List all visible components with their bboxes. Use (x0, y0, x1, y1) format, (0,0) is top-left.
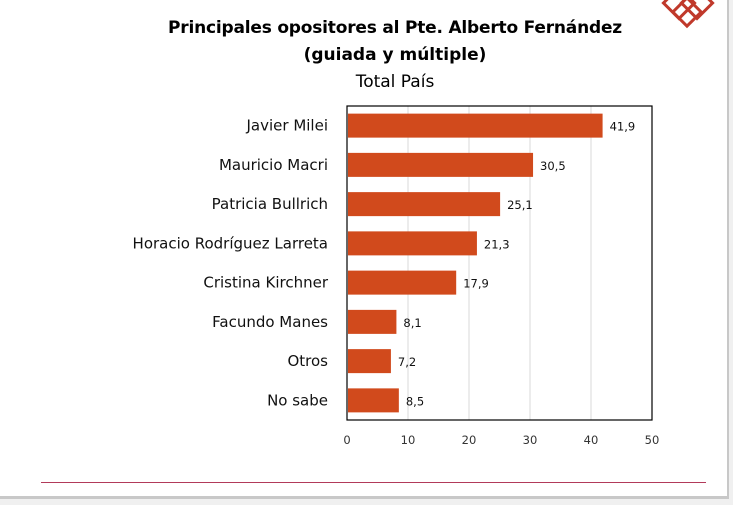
value-label: 30,5 (540, 159, 566, 173)
x-tick-label: 50 (645, 433, 660, 447)
bar (348, 309, 397, 334)
footer-divider (41, 482, 706, 483)
value-label: 8,5 (406, 394, 424, 408)
chart-subtitle-2: Total País (355, 72, 435, 92)
category-label: Mauricio Macri (219, 156, 328, 174)
value-label: 25,1 (507, 198, 533, 212)
category-label: Facundo Manes (212, 313, 328, 331)
brand-logo-icon (661, 0, 715, 29)
value-label: 7,2 (398, 355, 416, 369)
bar (348, 270, 457, 295)
bar (348, 192, 501, 217)
category-label: Cristina Kirchner (203, 274, 328, 292)
x-tick-label: 0 (343, 433, 350, 447)
chart-title: Principales opositores al Pte. Alberto F… (168, 18, 622, 38)
bar (348, 388, 399, 413)
category-label: No sabe (267, 391, 328, 409)
x-tick-label: 40 (584, 433, 599, 447)
category-label: Otros (287, 352, 328, 370)
bar (348, 152, 534, 177)
chart-subtitle: (guiada y múltiple) (303, 45, 487, 65)
x-tick-label: 20 (462, 433, 477, 447)
x-tick-label: 30 (523, 433, 538, 447)
bar (348, 113, 603, 138)
plot-frame (346, 105, 653, 421)
x-tick-label: 10 (401, 433, 416, 447)
category-label: Horacio Rodríguez Larreta (133, 234, 328, 252)
value-label: 21,3 (484, 237, 510, 251)
value-label: 41,9 (610, 120, 636, 134)
value-label: 8,1 (403, 316, 421, 330)
bar (348, 349, 391, 374)
bar (348, 231, 477, 256)
value-label: 17,9 (463, 277, 489, 291)
category-label: Patricia Bullrich (212, 195, 328, 213)
category-label: Javier Milei (246, 117, 329, 135)
